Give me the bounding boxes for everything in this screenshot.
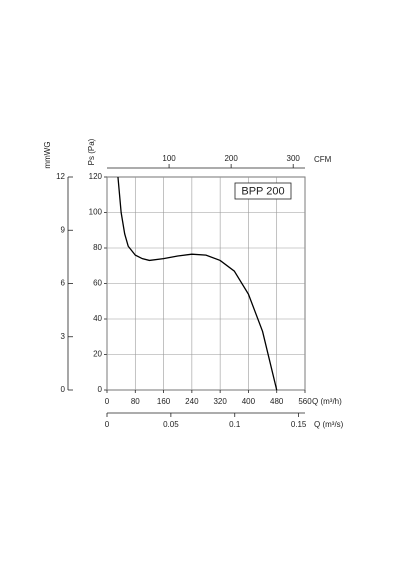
x-tick-label: 0 [105,397,110,406]
y-tick-label: 80 [93,243,102,252]
x2-tick-label: 100 [162,154,176,163]
series-line [117,176,278,391]
y2-tick-label: 6 [61,279,66,288]
x3-tick-label: 0 [105,420,110,429]
x3-tick-label: 0.15 [291,420,307,429]
x2-axis-title: CFM [314,155,332,164]
y-tick-label: 0 [98,385,103,394]
y-tick-label: 60 [93,279,102,288]
y-tick-label: 20 [93,350,102,359]
y2-tick-label: 12 [56,172,65,181]
x-tick-label: 400 [242,397,256,406]
x-tick-label: 160 [157,397,171,406]
x3-tick-label: 0.05 [163,420,179,429]
y2-tick-label: 9 [61,225,66,234]
x2-tick-label: 300 [287,154,301,163]
y-tick-label: 40 [93,314,102,323]
legend-label: BPP 200 [241,185,284,197]
x2-tick-label: 200 [224,154,238,163]
y-tick-label: 100 [89,208,103,217]
x-tick-label: 480 [270,397,284,406]
x-tick-label: 240 [185,397,199,406]
x-tick-label: 560 [298,397,312,406]
x-tick-label: 320 [213,397,227,406]
x-axis-title: Q (m³/h) [312,397,342,406]
x3-axis-title: Q (m³/s) [314,420,344,429]
y2-tick-label: 3 [61,332,66,341]
y-axis-title: Ps (Pa) [87,138,96,165]
legend-box [234,182,292,200]
y-tick-label: 120 [89,172,103,181]
x-tick-label: 80 [131,397,140,406]
y2-tick-label: 0 [61,385,66,394]
x3-tick-label: 0.1 [229,420,241,429]
y2-axis-title: mmWG [43,141,52,168]
